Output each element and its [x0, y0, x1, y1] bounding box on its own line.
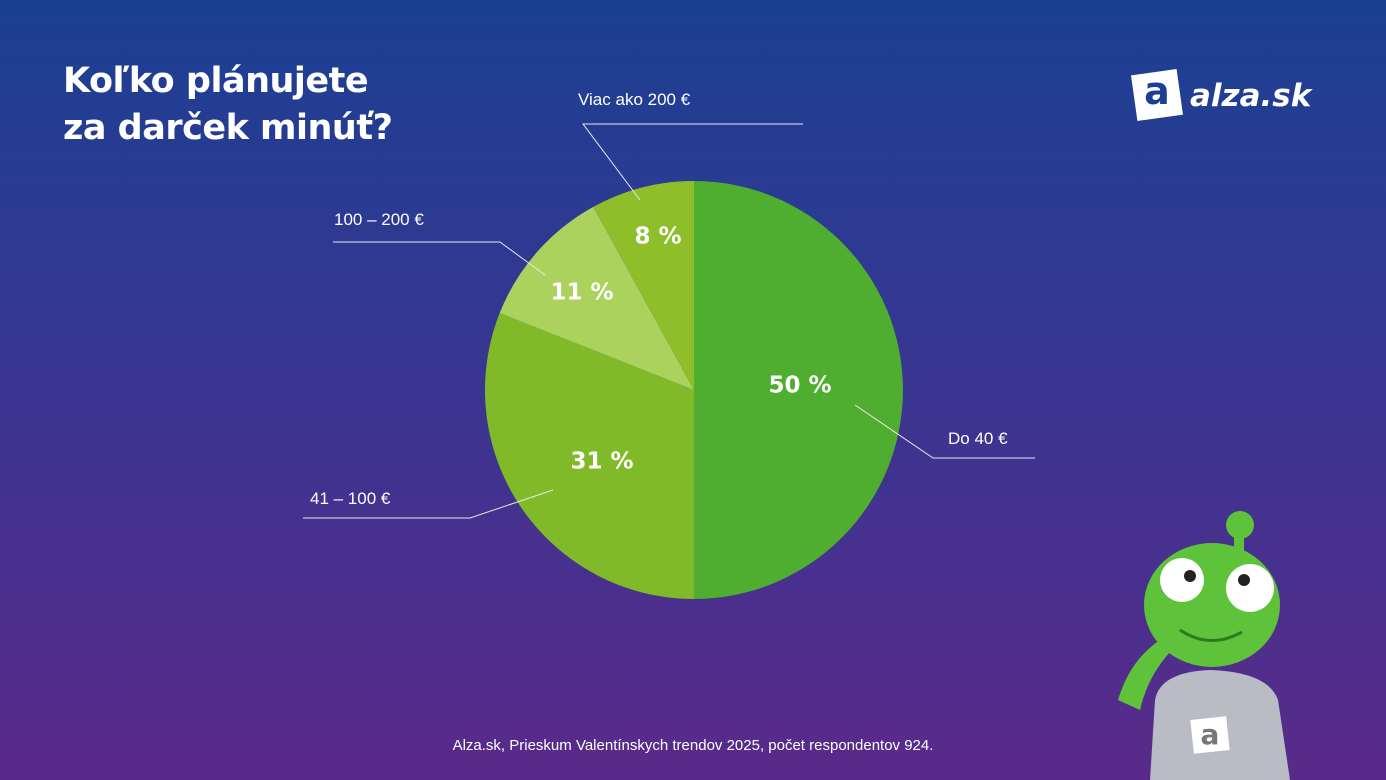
category-label: Do 40 € — [948, 429, 1008, 448]
category-label: 100 – 200 € — [334, 210, 424, 229]
value-label: 31 % — [570, 449, 633, 475]
leader-line — [582, 123, 803, 201]
mascot-eye — [1160, 558, 1204, 602]
mascot-arm — [1118, 640, 1172, 710]
mascot-antenna-stem — [1234, 530, 1244, 560]
pie-slice — [593, 181, 694, 390]
value-label: 11 % — [550, 280, 613, 306]
logo-text: alza.sk — [1190, 78, 1314, 114]
mascot-badge-letter: a — [1201, 718, 1220, 751]
leader-line — [333, 241, 546, 276]
mascot-badge — [1190, 716, 1230, 754]
value-label: 8 % — [634, 224, 681, 250]
mascot: a — [1118, 511, 1290, 780]
mascot-antenna — [1226, 511, 1254, 539]
pie-slice — [694, 181, 903, 599]
leader-line — [303, 489, 554, 519]
pie-slice — [485, 313, 694, 599]
mascot-eye — [1226, 564, 1274, 612]
title: Koľko plánujete za darček minúť? — [63, 61, 393, 148]
mascot-pupil — [1184, 570, 1196, 582]
logo: a alza.sk — [1131, 69, 1314, 121]
logo-box — [1131, 69, 1183, 121]
mascot-pupil — [1238, 574, 1250, 586]
source-note: Alza.sk, Prieskum Valentínskych trendov … — [452, 737, 934, 754]
logo-icon: a — [1144, 69, 1170, 113]
category-label: 41 – 100 € — [310, 489, 391, 508]
leader-line — [854, 404, 1035, 459]
category-label: Viac ako 200 € — [578, 90, 691, 109]
pie-slice — [499, 206, 694, 390]
value-label: 50 % — [768, 373, 831, 399]
mascot-mouth — [1179, 628, 1243, 642]
